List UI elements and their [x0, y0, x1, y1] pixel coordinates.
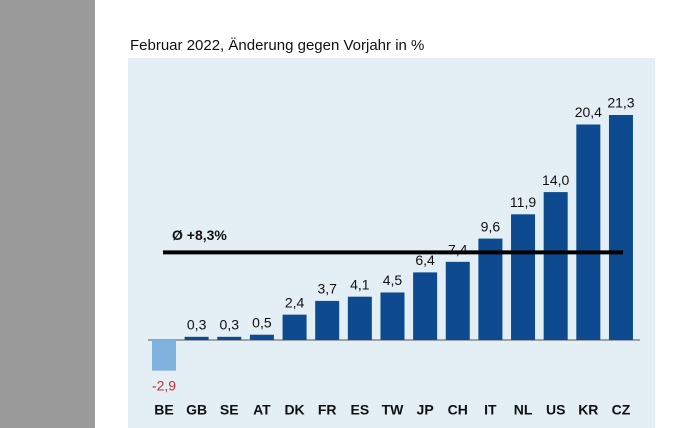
data-label: 2,4: [285, 294, 305, 310]
bar: [282, 314, 307, 340]
bar: [478, 238, 503, 340]
bar: [511, 214, 536, 340]
data-label: 0,3: [220, 317, 240, 333]
average-label: Ø +8,3%: [172, 227, 227, 243]
x-tick-label: KR: [578, 402, 598, 418]
bar: [347, 296, 372, 340]
bar: [184, 336, 209, 340]
x-tick-label: CZ: [612, 402, 631, 418]
x-tick-label: TW: [382, 402, 405, 418]
data-label: 0,5: [252, 314, 272, 330]
x-tick-label: DK: [284, 402, 304, 418]
x-tick-label: BE: [154, 402, 173, 418]
data-label: 6,4: [415, 252, 435, 268]
data-label: 4,1: [350, 276, 370, 292]
bar: [445, 261, 470, 340]
side-strip: [0, 0, 95, 428]
x-tick-label: FR: [318, 402, 337, 418]
bar: [315, 300, 340, 340]
data-label: 20,4: [575, 104, 602, 120]
x-tick-label: GB: [186, 402, 207, 418]
data-label: 0,3: [187, 317, 207, 333]
bar: [543, 192, 568, 340]
bar: [608, 115, 633, 340]
x-tick-label: NL: [514, 402, 533, 418]
bar: [152, 340, 176, 371]
x-tick-label: US: [546, 402, 565, 418]
x-tick-label: JP: [417, 402, 434, 418]
data-label: 4,5: [383, 272, 403, 288]
data-label: 9,6: [481, 218, 501, 234]
x-tick-label: CH: [448, 402, 468, 418]
data-label: -2,9: [152, 377, 176, 393]
data-label: 11,9: [510, 194, 536, 210]
bar: [576, 124, 601, 340]
bar: [380, 292, 405, 340]
data-label: 3,7: [317, 281, 337, 297]
x-tick-label: AT: [253, 402, 271, 418]
data-label: 21,3: [607, 95, 634, 111]
x-tick-label: IT: [484, 402, 497, 418]
data-label: 7,4: [448, 242, 468, 258]
bar: [249, 334, 274, 340]
chart-title: Februar 2022, Änderung gegen Vorjahr in …: [130, 37, 424, 54]
bar: [217, 336, 242, 340]
data-label: 14,0: [542, 172, 569, 188]
bar: [413, 272, 438, 340]
x-tick-label: ES: [350, 402, 369, 418]
x-tick-label: SE: [220, 402, 239, 418]
